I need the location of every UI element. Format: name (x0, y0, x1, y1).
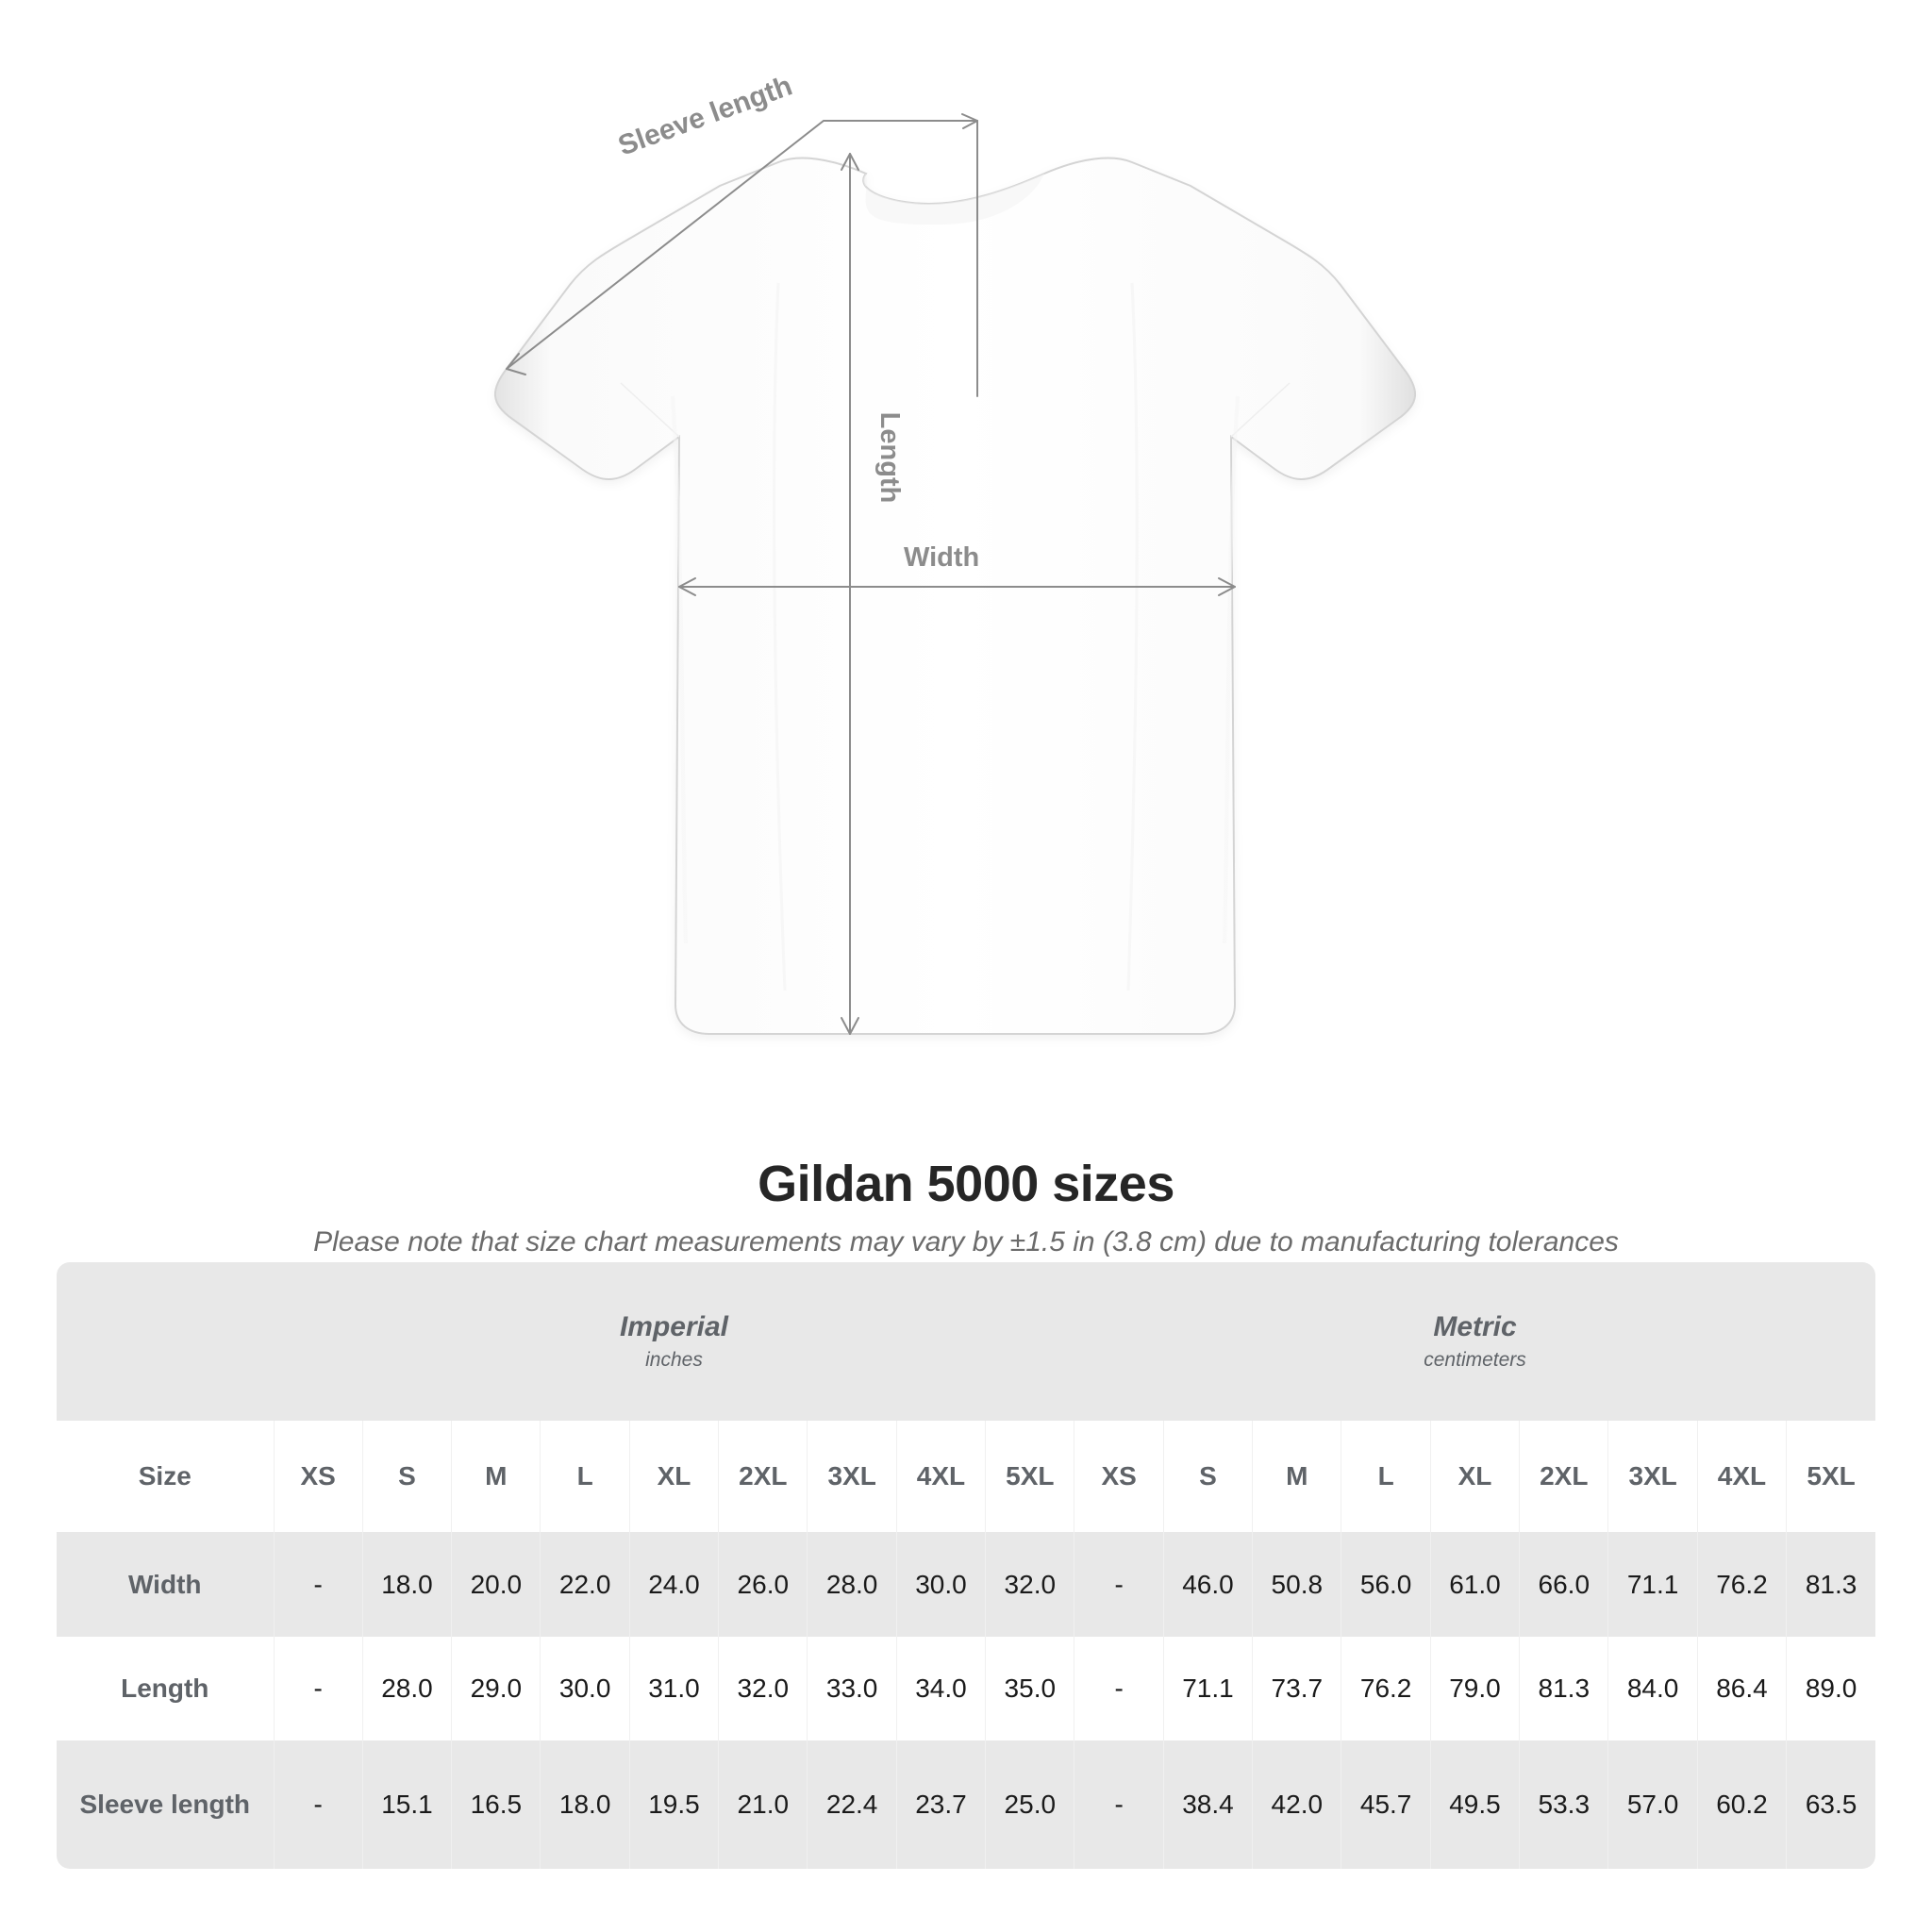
svg-text:Sleeve length: Sleeve length (614, 70, 796, 161)
svg-text:Width: Width (904, 542, 979, 573)
svg-text:Length: Length (874, 412, 905, 504)
